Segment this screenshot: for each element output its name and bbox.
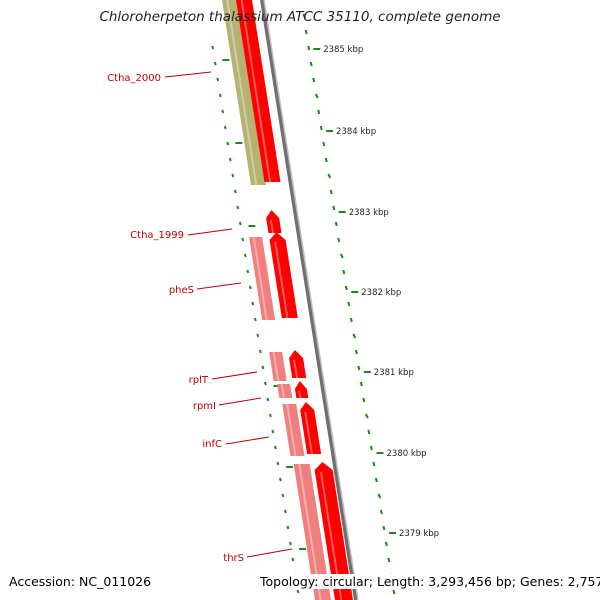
gene-features <box>222 0 353 600</box>
genes-value: 2,757 <box>567 574 600 589</box>
gene-ctha-1999 <box>266 210 282 233</box>
outer-tick-ring <box>302 13 396 595</box>
topology-label: Topology: <box>260 574 319 589</box>
kbp-label: 2380 kbp <box>387 449 427 459</box>
kbp-label: 2382 kbp <box>361 288 401 298</box>
length-value: 3,293,456 bp <box>428 574 512 589</box>
gene-rplt-reverse <box>269 352 287 381</box>
gene-label[interactable]: Ctha_2000 <box>107 73 161 84</box>
accession-label: Accession: <box>9 574 76 589</box>
kbp-label: 2384 kbp <box>336 127 376 137</box>
gene-phes-reverse <box>249 237 276 320</box>
length-label: Length: <box>376 574 425 589</box>
genome-backbone <box>260 0 359 600</box>
accession-info: Accession: NC_011026 <box>7 574 154 589</box>
genes-label: Genes: <box>519 574 564 589</box>
gene-label[interactable]: thrS <box>223 553 244 564</box>
gene-label[interactable]: pheS <box>169 285 194 296</box>
gene-infc-reverse <box>282 404 305 456</box>
kbp-label: 2385 kbp <box>323 45 363 55</box>
kbp-ruler-labels: 2385 kbp 2384 kbp 2383 kbp 2382 kbp 2381 kbp… <box>313 45 439 539</box>
inner-tick-ring <box>211 45 307 594</box>
accession-value: NC_011026 <box>79 574 152 589</box>
gene-infc <box>300 402 322 454</box>
gene-forward-top <box>236 0 281 182</box>
gene-label[interactable]: rpmI <box>193 401 216 412</box>
kbp-label: 2383 kbp <box>349 208 389 218</box>
gene-rpmi <box>294 381 309 398</box>
gene-rpmi-reverse <box>277 384 293 398</box>
gene-thrs <box>314 462 353 600</box>
gene-label[interactable]: infC <box>202 439 222 450</box>
topology-value: circular <box>322 574 369 589</box>
gene-ctha-2000 <box>222 0 266 185</box>
gene-phes <box>269 232 298 318</box>
gene-labels: Ctha_2000 Ctha_1999 pheS rplT rpmI infC thrS <box>107 71 293 564</box>
gene-label[interactable]: Ctha_1999 <box>130 230 184 241</box>
kbp-label: 2381 kbp <box>374 368 414 378</box>
gene-thrs-reverse <box>293 464 331 600</box>
gene-rplt <box>289 350 307 378</box>
gene-label[interactable]: rplT <box>189 375 209 386</box>
genome-title: Chloroherpeton thalassium ATCC 35110, co… <box>99 9 501 25</box>
kbp-label: 2379 kbp <box>399 529 439 539</box>
genome-stats: Topology: circular; Length: 3,293,456 bp… <box>258 574 600 589</box>
